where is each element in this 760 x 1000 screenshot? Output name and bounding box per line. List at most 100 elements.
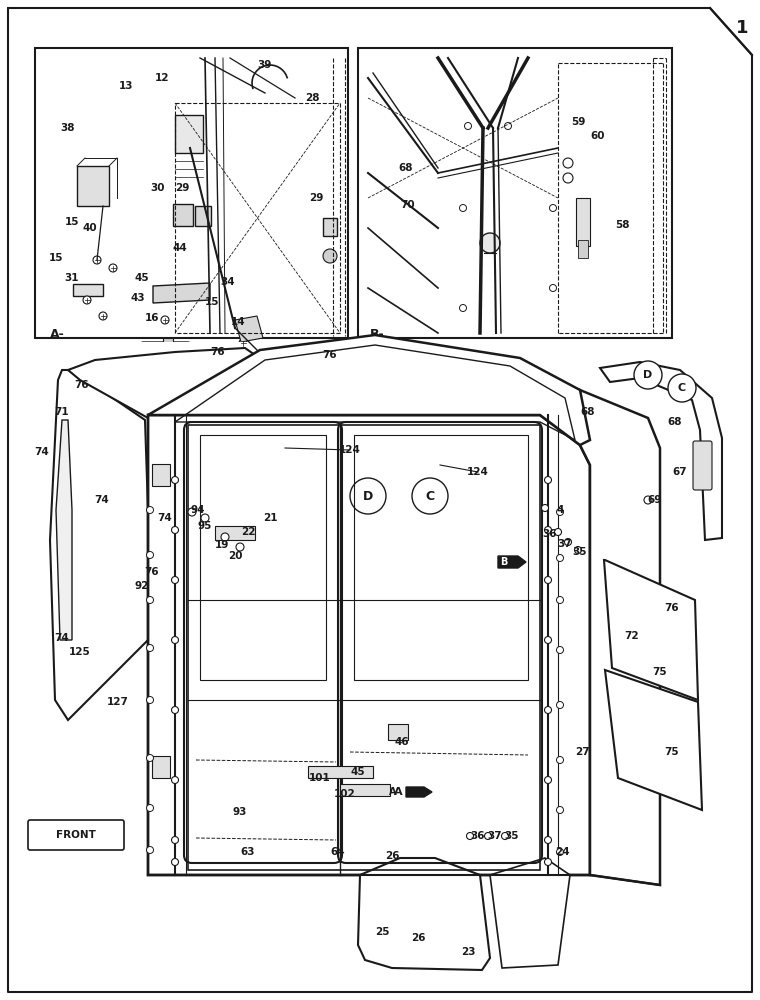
Circle shape (147, 552, 154, 558)
Text: 127: 127 (107, 697, 129, 707)
Text: B: B (500, 557, 508, 567)
Circle shape (243, 349, 251, 357)
Text: 30: 30 (150, 183, 165, 193)
Circle shape (485, 832, 492, 840)
Text: A: A (388, 787, 396, 797)
Circle shape (556, 596, 563, 603)
Text: 75: 75 (665, 747, 679, 757)
Text: 1: 1 (736, 19, 749, 37)
Polygon shape (148, 335, 590, 445)
Circle shape (544, 477, 552, 484)
Text: 16: 16 (144, 313, 160, 323)
Text: 76: 76 (323, 350, 337, 360)
Text: 44: 44 (173, 243, 188, 253)
Text: D: D (363, 489, 373, 502)
Text: 26: 26 (385, 851, 399, 861)
Text: 69: 69 (648, 495, 662, 505)
Text: 45: 45 (350, 767, 366, 777)
Circle shape (172, 836, 179, 844)
Bar (354, 435, 528, 680)
Bar (308, 766, 373, 778)
Circle shape (668, 374, 696, 402)
Text: 43: 43 (131, 293, 145, 303)
Text: 36: 36 (470, 831, 485, 841)
Bar (358, 48, 672, 338)
Text: C: C (678, 383, 686, 393)
Circle shape (350, 478, 386, 514)
Text: 76: 76 (211, 347, 225, 357)
Text: 46: 46 (394, 737, 410, 747)
Circle shape (565, 538, 572, 546)
Text: 21: 21 (263, 513, 277, 523)
Circle shape (556, 756, 563, 764)
Circle shape (556, 554, 563, 562)
Text: 19: 19 (215, 540, 230, 550)
Circle shape (147, 506, 154, 514)
Polygon shape (235, 316, 263, 342)
Bar (73, 284, 103, 296)
Circle shape (221, 533, 229, 541)
Bar (8, 342, 752, 992)
Text: 74: 74 (157, 513, 173, 523)
Circle shape (460, 205, 467, 212)
Circle shape (172, 858, 179, 865)
Bar (323, 218, 337, 236)
Text: 63: 63 (241, 847, 255, 857)
Polygon shape (148, 415, 590, 875)
FancyArrow shape (406, 787, 432, 797)
Text: D: D (644, 370, 653, 380)
Text: 76: 76 (74, 380, 90, 390)
Circle shape (556, 647, 563, 654)
Polygon shape (56, 420, 72, 640)
Circle shape (172, 526, 179, 534)
Text: 14: 14 (231, 317, 245, 327)
Text: 67: 67 (673, 467, 687, 477)
Circle shape (544, 637, 552, 644)
Circle shape (549, 205, 556, 212)
Polygon shape (358, 858, 490, 970)
Text: 22: 22 (241, 527, 255, 537)
Text: 34: 34 (220, 277, 236, 287)
Circle shape (480, 233, 500, 253)
Circle shape (544, 836, 552, 844)
Circle shape (460, 304, 467, 312)
Circle shape (544, 858, 552, 865)
Text: 94: 94 (191, 505, 205, 515)
Text: FRONT: FRONT (56, 830, 96, 840)
Text: 24: 24 (555, 847, 569, 857)
Text: 58: 58 (615, 220, 629, 230)
Bar (152, 464, 170, 486)
Text: 27: 27 (575, 747, 589, 757)
Circle shape (93, 256, 101, 264)
Text: 75: 75 (653, 667, 667, 677)
Bar (195, 206, 211, 226)
Text: 102: 102 (334, 789, 356, 799)
Circle shape (644, 496, 652, 504)
Polygon shape (50, 370, 148, 720)
Text: 35: 35 (573, 547, 587, 557)
FancyBboxPatch shape (141, 342, 190, 368)
Circle shape (172, 477, 179, 484)
Text: 39: 39 (258, 60, 272, 70)
Bar (578, 240, 588, 258)
Circle shape (555, 528, 562, 536)
Bar (173, 204, 193, 226)
Bar (35, 48, 348, 338)
Text: 23: 23 (461, 947, 475, 957)
Circle shape (147, 645, 154, 652)
Circle shape (147, 804, 154, 812)
Text: 76: 76 (144, 567, 160, 577)
Text: 124: 124 (467, 467, 489, 477)
Circle shape (544, 706, 552, 714)
Bar (77, 166, 109, 206)
Text: 59: 59 (571, 117, 585, 127)
Circle shape (556, 702, 563, 708)
Circle shape (541, 504, 549, 512)
Text: 35: 35 (505, 831, 519, 841)
Text: 15: 15 (49, 253, 63, 263)
Text: 68: 68 (399, 163, 413, 173)
Polygon shape (604, 560, 698, 700)
Polygon shape (600, 362, 722, 540)
Text: 13: 13 (119, 81, 133, 91)
Bar (576, 198, 590, 246)
